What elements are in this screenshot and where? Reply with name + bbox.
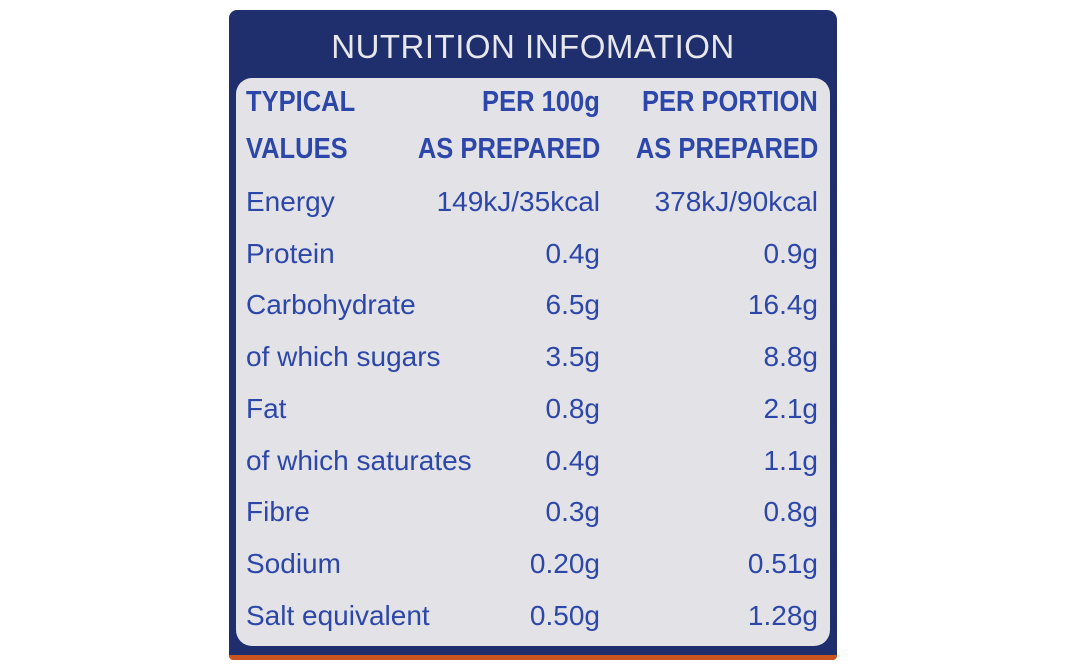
header-per-portion: PER PORTION (642, 86, 818, 118)
per-100g-value: 6.5g (545, 289, 601, 321)
table-row: Fat 0.8g 2.1g (236, 393, 830, 433)
nutrient-name: Protein (246, 237, 335, 269)
table-row: Protein 0.4g 0.9g (236, 238, 830, 278)
header-typical: TYPICAL (246, 86, 356, 118)
nutrient-name: Salt equivalent (246, 599, 430, 631)
per-portion-value: 8.8g (763, 341, 819, 373)
per-portion-value: 0.8g (763, 496, 819, 528)
per-portion-value: 378kJ/90kcal (654, 186, 818, 217)
nutrient-name: Carbohydrate (246, 289, 416, 321)
per-100g-value: 0.50g (529, 599, 600, 631)
per-100g-value: 0.20g (529, 547, 600, 579)
per-100g-value: 3.5g (545, 341, 601, 373)
table-row: of which sugars 3.5g 8.8g (236, 341, 830, 381)
nutrient-name: Energy (246, 186, 335, 217)
header-per-100g: PER 100g (482, 86, 600, 118)
per-portion-value: 0.9g (763, 237, 819, 269)
nutrition-label: NUTRITION INFOMATION TYPICAL VALUES PER … (229, 10, 837, 660)
per-100g-value: 0.3g (545, 496, 601, 528)
per-100g-value: 0.8g (545, 392, 601, 424)
per-portion-value: 0.51g (747, 547, 818, 579)
per-portion-value: 2.1g (763, 392, 819, 424)
nutrient-name: Sodium (246, 547, 341, 579)
per-portion-value: 1.28g (747, 599, 818, 631)
label-title: NUTRITION INFOMATION (331, 28, 735, 65)
per-portion-value: 1.1g (763, 444, 819, 476)
table-row: Energy 149kJ/35kcal 378kJ/90kcal (236, 186, 830, 226)
per-100g-value: 0.4g (545, 237, 601, 269)
nutrient-name: of which saturates (246, 444, 472, 476)
header-per-100g-prepared: AS PREPARED (417, 133, 600, 165)
per-100g-value: 0.4g (545, 444, 601, 476)
per-100g-value: 149kJ/35kcal (436, 186, 600, 217)
nutrient-name: Fat (246, 392, 287, 424)
table-row: of which saturates 0.4g 1.1g (236, 445, 830, 485)
table-row: Carbohydrate 6.5g 16.4g (236, 289, 830, 329)
per-portion-value: 16.4g (747, 289, 818, 321)
nutrient-name: Fibre (246, 496, 310, 528)
header-per-portion-prepared: AS PREPARED (635, 133, 818, 165)
nutrition-table: TYPICAL VALUES PER 100g AS PREPARED PER … (236, 78, 830, 646)
table-row: Salt equivalent 0.50g 1.28g (236, 600, 830, 640)
nutrient-name: of which sugars (246, 341, 441, 373)
table-row: Fibre 0.3g 0.8g (236, 496, 830, 536)
table-row: Sodium 0.20g 0.51g (236, 548, 830, 588)
header-values: VALUES (246, 133, 348, 165)
